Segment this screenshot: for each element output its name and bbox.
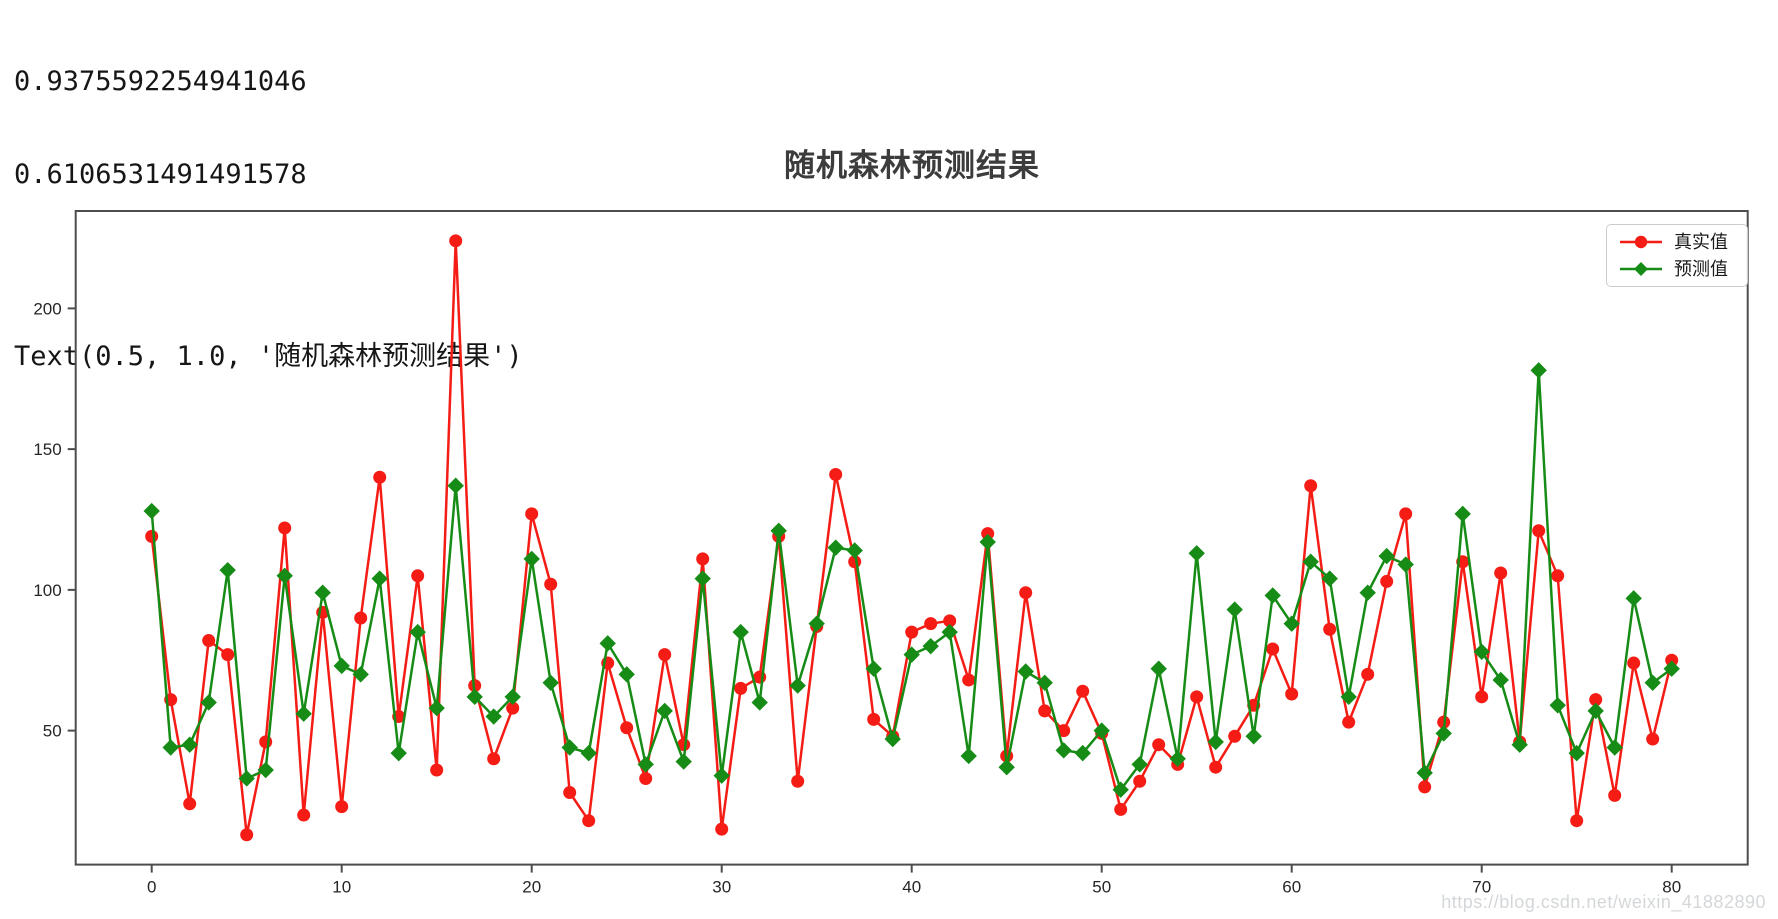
legend-item-actual: 真实值 (1618, 232, 1737, 252)
console-output-line-1: 0.9375592254941046 (14, 66, 307, 97)
chart-legend: 真实值 预测值 (1606, 224, 1748, 287)
y-axis-ticks (67, 307, 76, 732)
svg-text:50: 50 (1092, 878, 1111, 897)
legend-item-predicted: 预测值 (1618, 259, 1737, 279)
legend-label-predicted: 预测值 (1674, 259, 1728, 279)
x-axis-tick-labels: 0 10 20 30 40 50 60 70 80 (147, 878, 1681, 897)
svg-text:70: 70 (1472, 878, 1491, 897)
svg-text:100: 100 (33, 581, 61, 600)
console-output-line-2: 0.6106531491491578 (14, 159, 307, 190)
y-axis-tick-labels: 50 100 150 200 (33, 299, 61, 740)
console-output: 0.9375592254941046 0.6106531491491578 Te… (14, 4, 523, 434)
svg-text:40: 40 (902, 878, 921, 897)
plot-border (74, 210, 1749, 866)
legend-marker-actual-red-circle-icon (1620, 235, 1662, 249)
svg-text:0: 0 (147, 878, 156, 897)
legend-marker-predicted-green-diamond-icon (1620, 262, 1662, 276)
watermark-url: https://blog.csdn.net/weixin_41882890 (1441, 892, 1766, 912)
svg-text:20: 20 (522, 878, 541, 897)
svg-text:60: 60 (1282, 878, 1301, 897)
x-axis-ticks (150, 864, 1673, 873)
svg-text:50: 50 (43, 722, 62, 741)
legend-label-actual: 真实值 (1674, 232, 1728, 252)
svg-text:200: 200 (33, 299, 61, 318)
svg-text:10: 10 (332, 878, 351, 897)
console-output-line-3: Text(0.5, 1.0, '随机森林预测结果') (14, 341, 523, 372)
svg-text:150: 150 (33, 440, 61, 459)
chart-title: 随机森林预测结果 (784, 148, 1040, 183)
series-predicted-line (143, 362, 1680, 798)
svg-text:80: 80 (1662, 878, 1681, 897)
series-actual-line (145, 234, 1679, 842)
svg-text:30: 30 (712, 878, 731, 897)
